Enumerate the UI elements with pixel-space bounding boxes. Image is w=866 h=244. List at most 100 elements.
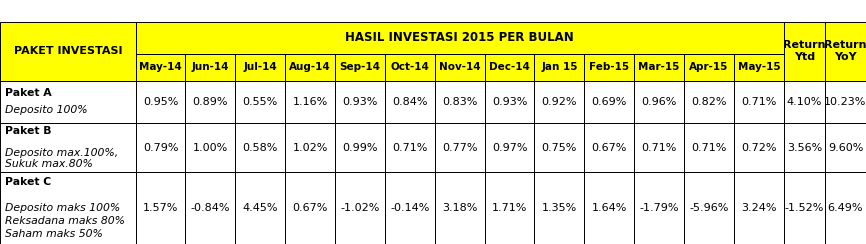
Text: Sukuk max.80%: Sukuk max.80% — [5, 159, 93, 169]
Text: 0.93%: 0.93% — [342, 97, 378, 107]
Text: PAKET INVESTASI: PAKET INVESTASI — [14, 46, 122, 56]
Text: 0.89%: 0.89% — [192, 97, 228, 107]
Text: Paket A: Paket A — [5, 88, 52, 98]
Bar — [136, 22, 784, 54]
Bar — [784, 81, 825, 123]
Text: Return
YoY: Return YoY — [824, 41, 866, 62]
Text: 1.35%: 1.35% — [542, 203, 577, 213]
Bar — [825, 81, 866, 123]
Bar — [236, 172, 285, 244]
Text: Reksadana maks 80%: Reksadana maks 80% — [5, 216, 126, 226]
Text: -0.84%: -0.84% — [191, 203, 230, 213]
Bar — [825, 22, 866, 81]
Text: HASIL INVESTASI 2015 PER BULAN: HASIL INVESTASI 2015 PER BULAN — [346, 31, 574, 44]
Bar — [185, 54, 236, 81]
Bar — [784, 22, 825, 81]
Text: -5.96%: -5.96% — [689, 203, 728, 213]
Text: 0.72%: 0.72% — [741, 143, 777, 152]
Bar — [335, 172, 385, 244]
Text: 0.71%: 0.71% — [642, 143, 677, 152]
Bar — [684, 81, 734, 123]
Bar — [634, 81, 684, 123]
Text: 0.71%: 0.71% — [691, 143, 727, 152]
Text: 6.49%: 6.49% — [828, 203, 863, 213]
Text: Jun-14: Jun-14 — [191, 62, 229, 72]
Bar — [285, 81, 335, 123]
Text: Jan 15: Jan 15 — [541, 62, 578, 72]
Bar — [734, 81, 784, 123]
Bar — [534, 54, 585, 81]
Text: 1.64%: 1.64% — [591, 203, 627, 213]
Bar — [435, 54, 485, 81]
Text: 0.97%: 0.97% — [492, 143, 527, 152]
Bar — [285, 172, 335, 244]
Bar — [236, 81, 285, 123]
Bar — [634, 54, 684, 81]
Text: Oct-14: Oct-14 — [391, 62, 430, 72]
Bar — [784, 172, 825, 244]
Bar — [185, 81, 236, 123]
Text: -1.52%: -1.52% — [785, 203, 824, 213]
Text: 0.92%: 0.92% — [541, 97, 577, 107]
Bar — [734, 54, 784, 81]
Text: Feb-15: Feb-15 — [589, 62, 630, 72]
Text: 0.55%: 0.55% — [242, 97, 278, 107]
Bar — [734, 172, 784, 244]
Bar — [585, 172, 634, 244]
Bar — [684, 54, 734, 81]
Text: Sep-14: Sep-14 — [339, 62, 380, 72]
Bar — [385, 172, 435, 244]
Text: 10.23%: 10.23% — [824, 97, 866, 107]
Bar — [435, 123, 485, 172]
Bar — [385, 54, 435, 81]
Text: 0.99%: 0.99% — [342, 143, 378, 152]
Bar — [485, 172, 534, 244]
Bar — [335, 81, 385, 123]
Bar — [185, 172, 236, 244]
Bar — [534, 123, 585, 172]
Text: 0.79%: 0.79% — [143, 143, 178, 152]
Text: 0.95%: 0.95% — [143, 97, 178, 107]
Bar — [585, 81, 634, 123]
Bar — [485, 123, 534, 172]
Bar — [385, 81, 435, 123]
Text: 0.71%: 0.71% — [392, 143, 428, 152]
Text: Saham maks 50%: Saham maks 50% — [5, 229, 103, 239]
Bar — [385, 123, 435, 172]
Bar — [485, 54, 534, 81]
Bar — [285, 123, 335, 172]
Text: 1.02%: 1.02% — [293, 143, 328, 152]
Text: 1.57%: 1.57% — [143, 203, 178, 213]
Bar — [285, 54, 335, 81]
Text: May-14: May-14 — [139, 62, 182, 72]
Bar — [825, 123, 866, 172]
Text: 0.77%: 0.77% — [442, 143, 477, 152]
Bar — [825, 172, 866, 244]
Bar — [534, 172, 585, 244]
Bar — [435, 81, 485, 123]
Text: Apr-15: Apr-15 — [689, 62, 728, 72]
Text: 0.93%: 0.93% — [492, 97, 527, 107]
Bar — [335, 54, 385, 81]
Text: 0.69%: 0.69% — [591, 97, 627, 107]
Bar — [0, 123, 136, 172]
Text: -0.14%: -0.14% — [390, 203, 430, 213]
Bar — [534, 81, 585, 123]
Text: 4.45%: 4.45% — [242, 203, 278, 213]
Text: 9.60%: 9.60% — [828, 143, 863, 152]
Text: 4.10%: 4.10% — [786, 97, 822, 107]
Text: 0.96%: 0.96% — [642, 97, 677, 107]
Text: 0.84%: 0.84% — [392, 97, 428, 107]
Text: Dec-14: Dec-14 — [489, 62, 530, 72]
Bar — [784, 123, 825, 172]
Text: 1.71%: 1.71% — [492, 203, 527, 213]
Text: Deposito maks 100%: Deposito maks 100% — [5, 203, 120, 213]
Bar — [185, 123, 236, 172]
Text: Deposito max.100%,: Deposito max.100%, — [5, 148, 119, 158]
Bar — [684, 123, 734, 172]
Bar — [485, 81, 534, 123]
Text: 0.75%: 0.75% — [542, 143, 577, 152]
Text: 0.82%: 0.82% — [691, 97, 727, 107]
Text: 0.58%: 0.58% — [242, 143, 278, 152]
Bar — [684, 172, 734, 244]
